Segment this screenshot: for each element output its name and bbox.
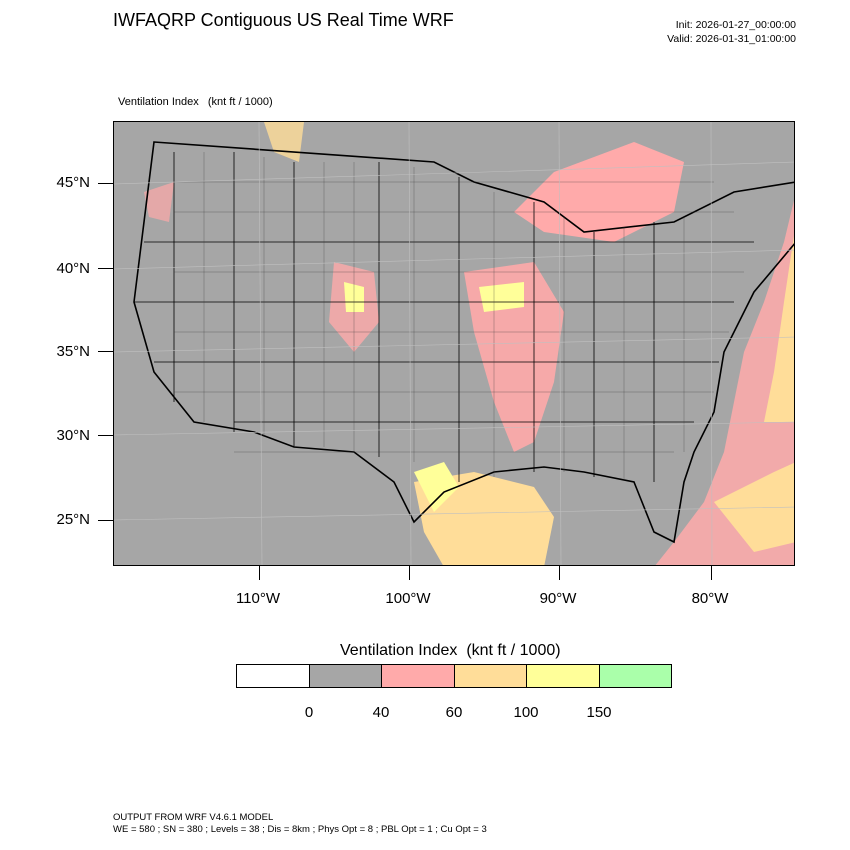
lon-label-90w: 90°W (539, 590, 577, 607)
colorbar-box-0 (237, 665, 310, 687)
lon-tick (559, 566, 560, 580)
init-time: Init: 2026-01-27_00:00:00 (675, 19, 796, 31)
colorbar-label-150: 150 (586, 704, 612, 721)
lat-tick (98, 520, 113, 521)
map-panel[interactable] (113, 121, 795, 566)
us-outline (133, 141, 794, 544)
colorbar-box-1 (309, 665, 382, 687)
map-canvas (114, 122, 794, 565)
lat-tick (98, 435, 113, 436)
atlantic-orange-shading (764, 235, 794, 422)
colorbar-label-40: 40 (372, 704, 390, 721)
lon-tick (711, 566, 712, 580)
valid-time: Valid: 2026-01-31_01:00:00 (667, 33, 796, 45)
county-borders (174, 152, 744, 480)
map-title: IWFAQRP Contiguous US Real Time WRF (113, 10, 454, 30)
lon-label-80w: 80°W (691, 590, 729, 607)
colorbar-label-100: 100 (513, 704, 539, 721)
lat-label-35: 35°N (56, 343, 90, 360)
atlantic-shading (655, 200, 794, 565)
field-label: Ventilation Index (knt ft / 1000) (118, 96, 273, 108)
florida-ocean-shading (714, 462, 794, 552)
state-borders (134, 152, 754, 482)
colorbar-label-60: 60 (445, 704, 463, 721)
iowa-shading (479, 282, 524, 312)
lat-tick (98, 351, 113, 352)
lat-tick (98, 268, 113, 269)
lon-tick (259, 566, 260, 580)
pacific-nw-shading (144, 182, 174, 222)
texas-coast-shading (414, 462, 459, 512)
colorbar-box-2 (382, 665, 455, 687)
model-config: WE = 580 ; SN = 380 ; Levels = 38 ; Dis … (113, 824, 487, 835)
lon-label-110w: 110°W (235, 590, 281, 607)
lon-tick (409, 566, 410, 580)
colorbar-label-0: 0 (304, 704, 314, 721)
colorbar-box-3 (454, 665, 527, 687)
colorbar-box-5 (599, 665, 671, 687)
lon-label-100w: 100°W (385, 590, 431, 607)
model-info: OUTPUT FROM WRF V4.6.1 MODEL (113, 812, 274, 823)
lat-label-40: 40°N (56, 260, 90, 277)
lat-label-45: 45°N (56, 174, 90, 191)
colorbar-box-4 (527, 665, 600, 687)
lat-label-25: 25°N (56, 511, 90, 528)
lat-tick (98, 183, 113, 184)
lat-label-30: 30°N (56, 427, 90, 444)
graticule (114, 122, 794, 565)
colorbar (236, 664, 672, 688)
colorbar-title: Ventilation Index (knt ft / 1000) (340, 642, 561, 659)
